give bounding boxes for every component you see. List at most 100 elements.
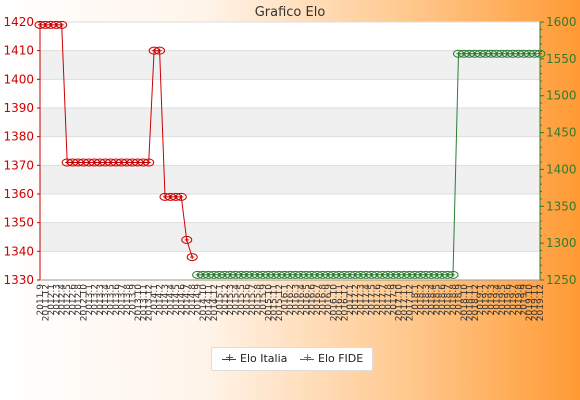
x-tick-label: 2018.10 [460, 284, 470, 321]
x-tick-label: 2019.4 [493, 284, 503, 316]
y-right-tick-label: 1600 [546, 15, 577, 29]
chart-title: Grafico Elo [255, 5, 326, 20]
x-tick-label: 2016.2 [286, 284, 296, 316]
x-tick-label: 2014.9 [194, 284, 204, 316]
x-tick-label: 2015.11 [270, 284, 280, 321]
data-point-elo-italia [143, 158, 155, 167]
plot-band [40, 165, 540, 194]
x-tick-label: 2018.8 [449, 284, 459, 316]
y-right-tick-label: 1300 [546, 236, 577, 250]
data-point-elo-italia [181, 235, 193, 244]
y-right-tick-label: 1400 [546, 162, 577, 176]
x-tick-label: 2019.9 [520, 284, 530, 316]
plot-band [40, 50, 540, 80]
y-right-tick-label: 1500 [546, 89, 577, 103]
y-left-tick-label: 1370 [3, 158, 34, 172]
x-tick-label: 2013.9 [128, 284, 138, 316]
x-tick-label: 2013.11 [139, 284, 149, 321]
x-tick-label: 2017.2 [351, 284, 361, 316]
x-tick-label: 2018.6 [438, 284, 448, 316]
x-tick-label: 2019.3 [487, 284, 497, 316]
x-tick-label: 2012.6 [69, 284, 79, 316]
y-left-tick-label: 1330 [3, 273, 34, 287]
y-left-tick-label: 1420 [3, 15, 34, 29]
x-tick-label: 2013.2 [90, 284, 100, 316]
x-tick-label: 2017.5 [368, 284, 378, 316]
x-tick-label: 2013.5 [107, 284, 117, 316]
x-tick-label: 2015.8 [253, 284, 263, 316]
x-tick-label: 2018.9 [454, 284, 464, 316]
x-tick-label: 2017.8 [384, 284, 394, 316]
x-tick-label: 2017.12 [406, 284, 416, 321]
x-tick-label: 2017.4 [362, 284, 372, 316]
x-tick-label: 2018.7 [444, 284, 454, 316]
x-tick-label: 2013.7 [118, 284, 128, 316]
x-tick-label: 2014.4 [166, 284, 176, 316]
x-tick-label: 2018.3 [422, 284, 432, 316]
x-tick-label: 2012.1 [47, 284, 57, 316]
x-tick-label: 2016.9 [324, 284, 334, 316]
series-line-elo-fide [197, 53, 540, 276]
legend-swatch-elo-fide [300, 351, 314, 364]
plot-band [40, 108, 540, 137]
data-point-elo-italia [175, 192, 187, 201]
x-tick-label: 2016.6 [308, 284, 318, 316]
x-tick-label: 2013.3 [96, 284, 106, 316]
y-right-tick-label: 1450 [546, 126, 577, 140]
y-left-tick-label: 1390 [3, 101, 34, 115]
y-left-tick-label: 1350 [3, 216, 34, 230]
x-tick-label: 2015.10 [264, 284, 274, 321]
x-tick-label: 2018.1 [411, 284, 421, 316]
y-left-tick-label: 1360 [3, 187, 34, 201]
y-left-tick-label: 1340 [3, 244, 34, 258]
legend-label-elo-fide: Elo FIDE [318, 352, 364, 365]
x-tick-label: 2013.6 [112, 284, 122, 316]
x-tick-label: 2014.3 [161, 284, 171, 316]
x-tick-label: 2019.8 [514, 284, 524, 316]
data-point-elo-fide [534, 49, 546, 58]
x-tick-label: 2017.11 [400, 284, 410, 321]
x-tick-label: 2017.10 [395, 284, 405, 321]
x-tick-label: 2015.4 [232, 284, 242, 316]
x-tick-label: 2016.11 [335, 284, 345, 321]
x-tick-label: 2018.2 [416, 284, 426, 316]
x-tick-label: 2016.7 [313, 284, 323, 316]
x-tick-label: 2011.9 [36, 284, 46, 316]
x-tick-label: 2013.4 [101, 284, 111, 316]
x-tick-label: 2015.9 [259, 284, 269, 316]
y-right-tick-label: 1350 [546, 199, 577, 213]
y-right-tick-label: 1550 [546, 52, 577, 66]
x-tick-label: 2015.3 [226, 284, 236, 316]
x-tick-label: 2017.6 [373, 284, 383, 316]
y-left-tick-label: 1410 [3, 44, 34, 58]
x-tick-label: 2018.4 [427, 284, 437, 316]
x-tick-label: 2014.10 [199, 284, 209, 321]
legend-label-elo-italia: Elo Italia [240, 352, 288, 365]
y-left-tick-label: 1380 [3, 130, 34, 144]
x-tick-label: 2013.1 [85, 284, 95, 316]
x-tick-label: 2015.12 [275, 284, 285, 321]
y-left-tick-label: 1400 [3, 72, 34, 86]
x-tick-label: 2016.10 [329, 284, 339, 321]
x-tick-label: 2014.12 [210, 284, 220, 321]
x-tick-label: 2015.2 [221, 284, 231, 316]
x-tick-label: 2014.1 [150, 284, 160, 316]
x-tick-label: 2014.2 [156, 284, 166, 316]
x-tick-label: 2016.3 [291, 284, 301, 316]
x-tick-label: 2012.8 [74, 284, 84, 316]
x-tick-label: 2019.12 [536, 284, 546, 321]
x-tick-label: 2015.6 [243, 284, 253, 316]
x-tick-label: 2014.7 [183, 284, 193, 316]
y-right-tick-label: 1250 [546, 273, 577, 287]
data-point-elo-fide [447, 270, 459, 279]
legend-item-elo-italia: Elo Italia [222, 351, 288, 365]
x-tick-label: 2011.12 [41, 284, 51, 321]
x-tick-label: 2014.5 [172, 284, 182, 316]
x-tick-label: 2019.6 [503, 284, 513, 316]
data-point-elo-italia [186, 253, 198, 262]
x-tick-label: 2013.8 [123, 284, 133, 316]
data-point-elo-italia [154, 46, 166, 55]
x-tick-label: 2012.5 [63, 284, 73, 316]
